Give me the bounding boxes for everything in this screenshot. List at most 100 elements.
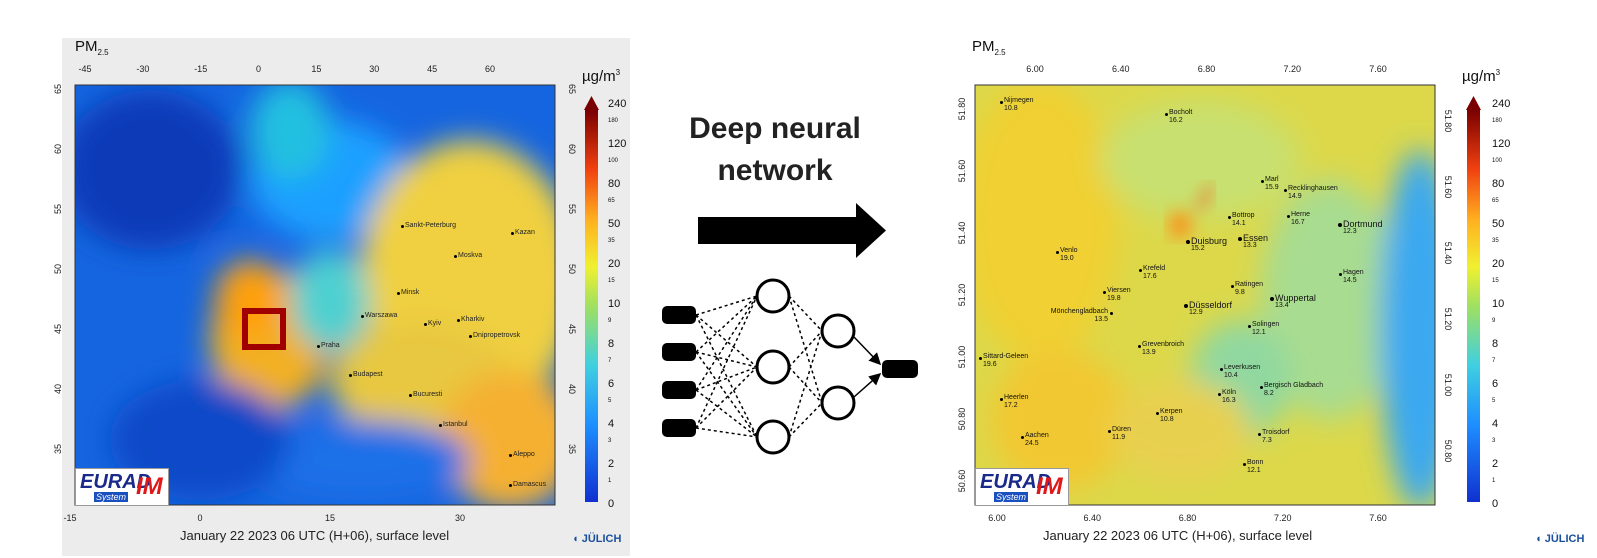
city-value: 16.3 (1222, 397, 1236, 405)
left-tick-label: 51.40 (957, 221, 967, 245)
top-tick-label: -15 (191, 64, 211, 74)
city-dot (1103, 291, 1106, 294)
city-dot (454, 255, 457, 258)
city-value: 14.1 (1232, 220, 1246, 228)
top-tick-label: 15 (306, 64, 326, 74)
left-tick-label: 35 (53, 437, 63, 461)
colorbar-label: 100 (608, 158, 618, 164)
city-dot (1165, 113, 1168, 116)
city-value: 9.8 (1235, 289, 1245, 297)
city-name: Bonn (1247, 459, 1263, 467)
city-label: Kharkiv (461, 316, 484, 324)
colorbar-label: 15 (1492, 278, 1499, 284)
city-dot (509, 484, 512, 487)
left-tick-label: 50.60 (957, 469, 967, 493)
left-tick-label: 51.00 (957, 345, 967, 369)
colorbar-label: 65 (608, 198, 615, 204)
bottom-tick-label: 6.80 (1176, 513, 1200, 523)
colorbar-label: 8 (1492, 338, 1498, 350)
top-tick-label: 45 (422, 64, 442, 74)
city-dot (1138, 345, 1141, 348)
city-label: Bucuresti (413, 391, 442, 399)
bottom-tick-label: 6.40 (1080, 513, 1104, 523)
city-dot (1108, 430, 1111, 433)
city-dot (1228, 216, 1231, 219)
city-value: 10.8 (1004, 105, 1018, 113)
left-tick-label: 40 (53, 377, 63, 401)
colorbar-label: 35 (1492, 238, 1499, 244)
city-dot (1220, 368, 1223, 371)
right-caption: January 22 2023 06 UTC (H+06), surface l… (1043, 528, 1312, 543)
bottom-tick-label: 30 (448, 513, 472, 523)
city-value: 12.1 (1252, 329, 1266, 337)
graphics (0, 0, 1597, 558)
bottom-tick-label: -15 (58, 513, 82, 523)
left-map (60, 80, 580, 510)
page: PM2.5 µg/m3 (0, 0, 1597, 558)
city-label: Budapest (353, 371, 383, 379)
top-tick-label: 0 (249, 64, 269, 74)
colorbar-label: 15 (608, 278, 615, 284)
colorbar-label: 1 (608, 478, 611, 484)
colorbar-label: 9 (1492, 318, 1495, 324)
city-dot (1156, 412, 1159, 415)
colorbar-label: 6 (608, 378, 614, 390)
city-name: Dortmund (1343, 220, 1383, 228)
colorbar-label: 120 (608, 138, 626, 150)
colorbar-label: 80 (1492, 178, 1504, 190)
city-dot (424, 323, 427, 326)
colorbar-label: 80 (608, 178, 620, 190)
top-tick-label: 60 (480, 64, 500, 74)
left-brand: ◖ JÜLICH (572, 533, 621, 545)
right-tick-label: 51.80 (1443, 109, 1453, 133)
city-name: Recklinghausen (1288, 185, 1338, 193)
city-name: Hagen (1343, 269, 1364, 277)
city-value: 12.9 (1189, 309, 1203, 317)
city-name: Düren (1112, 426, 1131, 434)
city-dot (1000, 398, 1003, 401)
city-value: 13.4 (1275, 302, 1289, 310)
city-dot (1186, 240, 1190, 244)
city-name: Duisburg (1191, 237, 1227, 245)
city-dot (979, 357, 982, 360)
colorbar-label: 35 (608, 238, 615, 244)
colorbar-label: 0 (1492, 498, 1498, 510)
city-dot (361, 315, 364, 318)
city-label: Praha (321, 342, 340, 350)
colorbar-label: 100 (1492, 158, 1502, 164)
colorbar-label: 1 (1492, 478, 1495, 484)
top-tick-label: -30 (133, 64, 153, 74)
colorbar-label: 8 (608, 338, 614, 350)
city-name: Düsseldorf (1189, 301, 1232, 309)
city-dot (1021, 436, 1024, 439)
bottom-tick-label: 15 (318, 513, 342, 523)
left-colorbar (585, 110, 598, 502)
colorbar-label: 5 (608, 398, 611, 404)
city-value: 13.5 (1094, 316, 1108, 324)
city-dot (397, 292, 400, 295)
city-name: Herne (1291, 211, 1310, 219)
city-dot (1270, 297, 1274, 301)
right-tick-label: 65 (567, 77, 577, 101)
city-value: 24.5 (1025, 440, 1039, 448)
city-name: Kerpen (1160, 408, 1183, 416)
colorbar-label: 5 (1492, 398, 1495, 404)
city-name: Marl (1265, 176, 1279, 184)
city-dot (1231, 285, 1234, 288)
top-tick-label: -45 (75, 64, 95, 74)
city-value: 17.2 (1004, 402, 1018, 410)
city-name: Grevenbroich (1142, 341, 1184, 349)
city-value: 13.3 (1243, 242, 1257, 250)
city-name: Viersen (1107, 287, 1131, 295)
colorbar-label: 4 (608, 418, 614, 430)
colorbar-label: 65 (1492, 198, 1499, 204)
city-label: Kyiv (428, 320, 441, 328)
bottom-tick-label: 6.00 (985, 513, 1009, 523)
city-dot (1110, 312, 1113, 315)
colorbar-label: 0 (608, 498, 614, 510)
city-dot (511, 232, 514, 235)
colorbar-label: 240 (1492, 98, 1510, 110)
city-dot (1287, 215, 1290, 218)
arrow-shaft (698, 217, 858, 244)
city-label: Kazan (515, 229, 535, 237)
